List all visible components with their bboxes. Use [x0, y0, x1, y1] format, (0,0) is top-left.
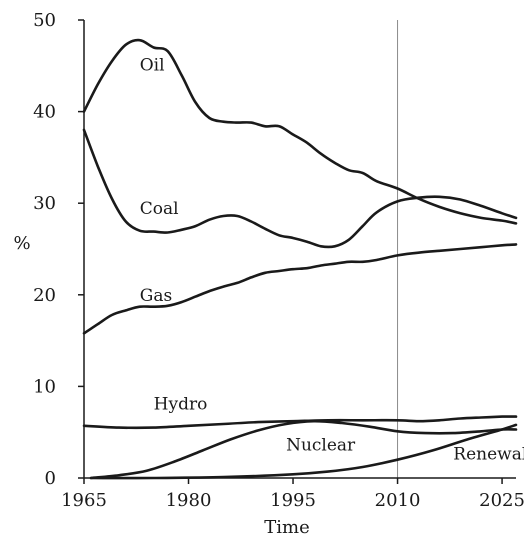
series-label-coal: Coal	[140, 199, 179, 219]
series-line-oil	[82, 38, 518, 225]
series-lines	[82, 38, 518, 480]
series-line-renewables	[89, 423, 518, 480]
series-line-hydro	[82, 415, 518, 430]
series-line-gas	[82, 243, 518, 335]
series-label-hydro: Hydro	[154, 394, 208, 414]
x-tick-label: 1980	[166, 490, 212, 511]
x-axis-title: Time	[264, 517, 309, 538]
y-axis-title: %	[13, 233, 30, 254]
series-label-oil: Oil	[140, 55, 165, 75]
y-tick-label: 10	[33, 376, 56, 397]
y-tick-label: 20	[33, 285, 56, 306]
series-line-coal	[82, 128, 518, 249]
x-tick-label: 1995	[270, 490, 316, 511]
series-labels: Oil Coal Gas Hydro Nuclear Renewables	[140, 55, 524, 464]
series-label-gas: Gas	[140, 286, 172, 306]
series-label-nuclear: Nuclear	[286, 436, 356, 456]
series-label-renewables: Renewables	[453, 445, 524, 465]
axes: 0 10 20 30 40 50 1965 1980 1995 2010 2025	[33, 10, 524, 511]
y-tick-label: 50	[33, 10, 56, 31]
y-tick-label: 40	[33, 102, 56, 123]
y-tick-label: 30	[33, 193, 56, 214]
x-tick-label: 1965	[61, 490, 107, 511]
x-tick-label: 2025	[479, 490, 524, 511]
y-tick-label: 0	[45, 468, 56, 489]
x-tick-label: 2010	[375, 490, 421, 511]
series-line-nuclear	[89, 419, 518, 480]
